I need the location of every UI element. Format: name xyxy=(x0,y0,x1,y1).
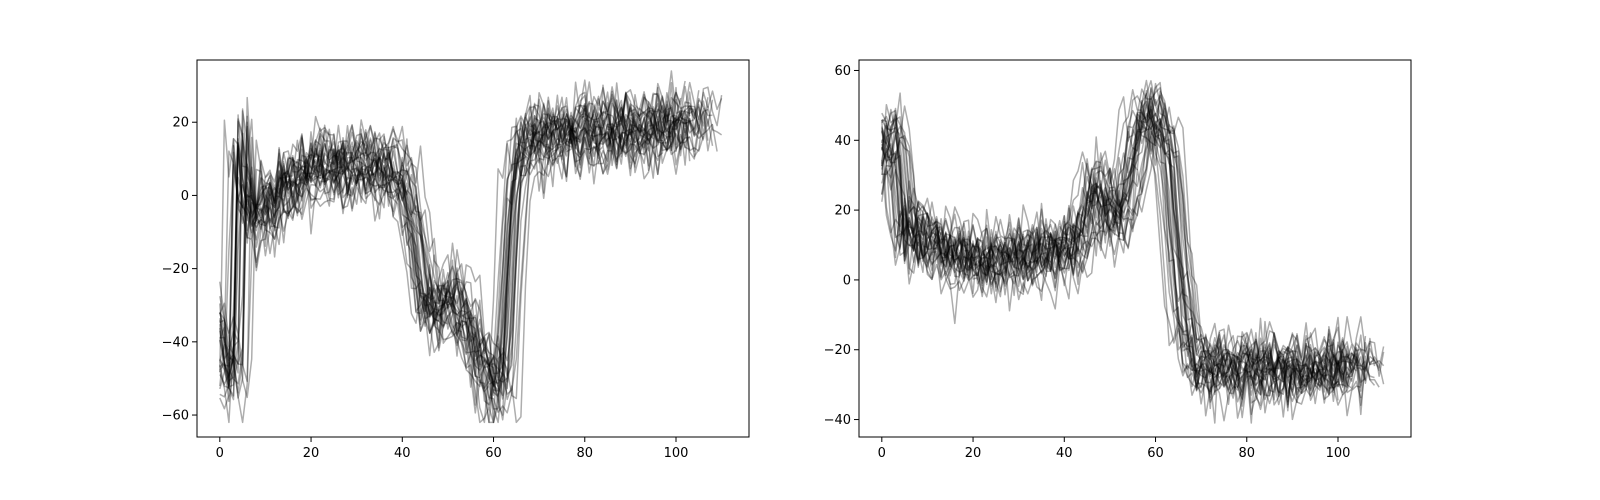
series-line-29 xyxy=(219,91,709,406)
series-line-22 xyxy=(219,114,682,414)
series-line-26 xyxy=(219,94,709,390)
series-line-15 xyxy=(219,116,705,424)
y-tick-label: 20 xyxy=(172,116,189,131)
series-line-2 xyxy=(219,84,682,394)
series-line-23 xyxy=(219,81,714,385)
series-line-5 xyxy=(881,97,1367,424)
series-line-8 xyxy=(219,112,677,401)
series-line-1 xyxy=(219,87,700,400)
series-line-18 xyxy=(219,99,700,392)
series-line-10 xyxy=(881,123,1375,404)
series-line-11 xyxy=(881,92,1357,382)
series-line-7 xyxy=(219,103,695,396)
series-line-10 xyxy=(219,125,691,424)
series-line-8 xyxy=(881,119,1362,419)
series-line-9 xyxy=(881,80,1344,376)
series-line-3 xyxy=(881,89,1353,406)
y-tick-label: 40 xyxy=(834,134,851,149)
series-line-20 xyxy=(881,118,1353,422)
y-tick-label: −60 xyxy=(162,409,189,424)
plot-frame xyxy=(196,59,750,438)
x-tick-label: 60 xyxy=(485,446,502,461)
series-line-28 xyxy=(881,95,1362,395)
series-line-16 xyxy=(219,80,686,386)
series-line-16 xyxy=(881,86,1371,391)
series-line-3 xyxy=(219,114,714,424)
chart-right: 0 20 40 60 80 100 −40 −20 0 20 40 60 xyxy=(824,59,1412,461)
series-line-15 xyxy=(881,117,1339,401)
x-tick-label: 100 xyxy=(1326,446,1351,461)
series-line-17 xyxy=(881,108,1352,406)
x-tick-label: 40 xyxy=(1056,446,1073,461)
series-line-24 xyxy=(219,92,695,390)
y-tick-label: −20 xyxy=(162,262,189,277)
series-line-27 xyxy=(219,123,691,421)
series-line-18 xyxy=(881,89,1385,393)
series-line-12 xyxy=(881,108,1344,403)
plot-frame xyxy=(858,59,1412,438)
series-line-30 xyxy=(219,94,691,401)
series-line-26 xyxy=(881,100,1344,391)
series-line-9 xyxy=(219,95,709,389)
series-line-22 xyxy=(881,100,1367,408)
series-line-14 xyxy=(219,91,723,388)
series-line-20 xyxy=(219,118,714,424)
series-line-6 xyxy=(881,81,1348,382)
series-line-25 xyxy=(219,116,677,408)
x-tick-label: 20 xyxy=(303,446,320,461)
series-line-4 xyxy=(219,70,700,379)
series-line-27 xyxy=(881,105,1375,412)
x-tick-label: 60 xyxy=(1147,446,1164,461)
series-line-7 xyxy=(881,116,1380,424)
series-group xyxy=(881,79,1385,424)
series-line-1 xyxy=(881,82,1385,393)
series-line-19 xyxy=(219,82,682,390)
y-tick-label: 20 xyxy=(834,204,851,219)
y-tick-label: −20 xyxy=(824,343,851,358)
series-line-25 xyxy=(881,130,1361,419)
x-tick-label: 0 xyxy=(216,446,224,461)
series-line-5 xyxy=(219,118,682,424)
series-line-13 xyxy=(219,85,691,396)
series-line-29 xyxy=(881,112,1344,404)
series-line-24 xyxy=(881,88,1380,405)
chart-left: 0 20 40 60 80 100 −60 −40 −20 0 20 xyxy=(162,59,750,461)
series-line-19 xyxy=(881,94,1366,395)
x-tick-label: 0 xyxy=(878,446,886,461)
series-line-6 xyxy=(219,82,713,397)
y-tick-label: −40 xyxy=(162,335,189,350)
series-line-11 xyxy=(219,90,723,400)
series-line-17 xyxy=(219,110,718,424)
series-line-13 xyxy=(881,112,1376,416)
series-group xyxy=(219,70,723,424)
x-tick-label: 20 xyxy=(965,446,982,461)
y-tick-label: 0 xyxy=(843,273,851,288)
series-line-30 xyxy=(881,102,1376,404)
x-tick-label: 80 xyxy=(576,446,593,461)
x-tick-label: 80 xyxy=(1238,446,1255,461)
series-line-21 xyxy=(881,90,1385,385)
y-tick-label: −40 xyxy=(824,413,851,428)
series-line-12 xyxy=(219,86,705,424)
y-tick-label: 60 xyxy=(834,64,851,79)
series-line-21 xyxy=(219,79,700,387)
series-line-14 xyxy=(881,93,1357,381)
x-tick-label: 40 xyxy=(394,446,411,461)
series-line-23 xyxy=(881,79,1348,398)
y-tick-label: 0 xyxy=(181,189,189,204)
series-line-4 xyxy=(881,87,1385,391)
x-tick-label: 100 xyxy=(664,446,689,461)
series-line-2 xyxy=(881,109,1367,396)
series-line-28 xyxy=(219,81,723,373)
